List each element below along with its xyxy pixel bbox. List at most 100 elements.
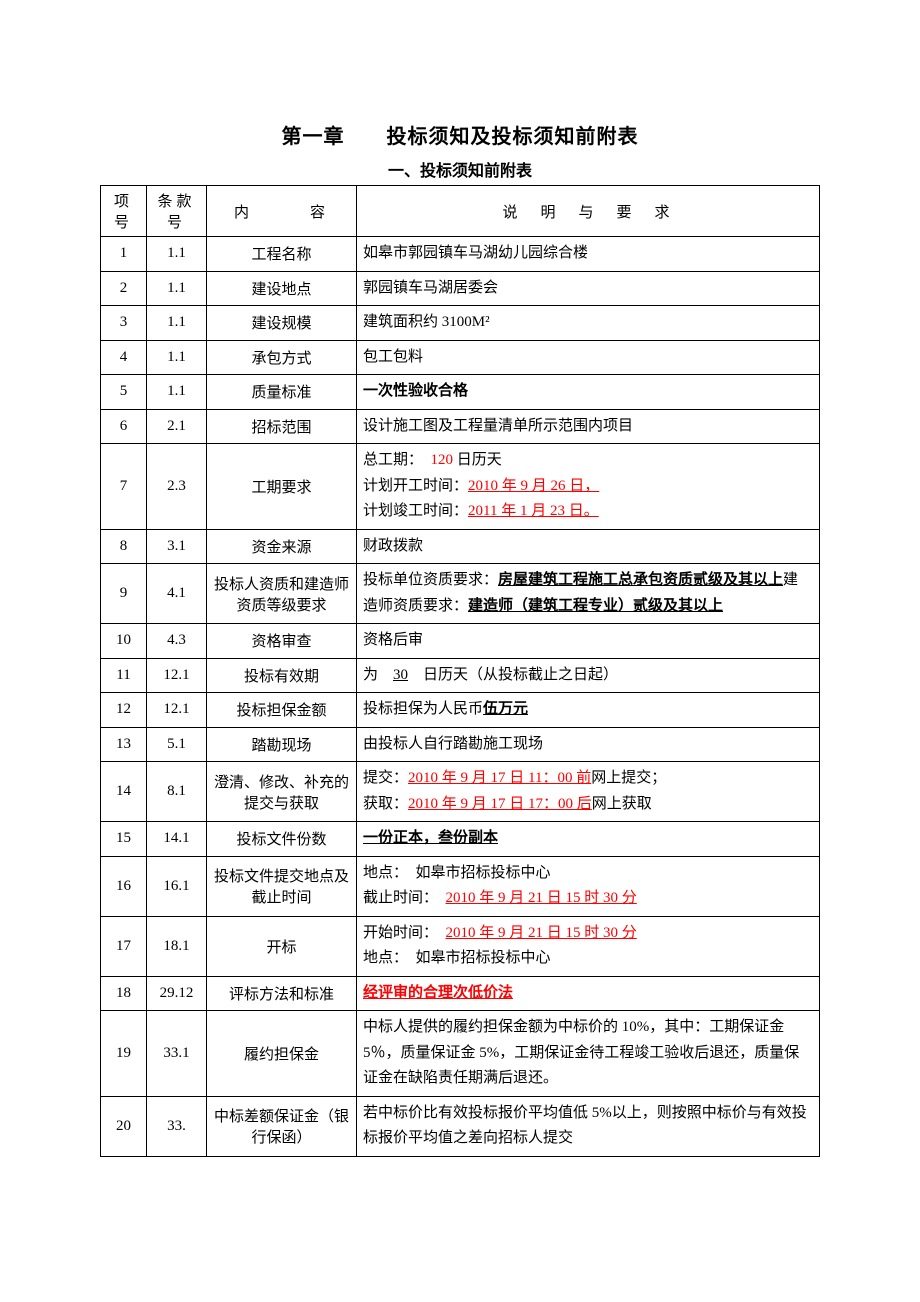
cell-description: 如皋市郭园镇车马湖幼儿园综合楼 (357, 237, 820, 272)
desc-line: 开始时间： 2010 年 9 月 21 日 15 时 30 分 (363, 921, 813, 947)
table-row: 2033.中标差额保证金（银行保函）若中标价比有效投标报价平均值低 5%以上，则… (101, 1096, 820, 1156)
cell-clause-no: 4.1 (147, 564, 207, 624)
section-subtitle: 一、投标须知前附表 (100, 157, 820, 181)
table-row: 104.3资格审查资格后审 (101, 624, 820, 659)
cell-clause-no: 12.1 (147, 693, 207, 728)
cell-content-label: 工期要求 (207, 444, 357, 530)
cell-clause-no: 8.1 (147, 762, 207, 822)
cell-item-no: 4 (101, 340, 147, 375)
table-row: 135.1踏勘现场由投标人自行踏勘施工现场 (101, 727, 820, 762)
cell-description: 总工期： 120 日历天计划开工时间：2010 年 9 月 26 日，计划竣工时… (357, 444, 820, 530)
cell-clause-no: 29.12 (147, 976, 207, 1011)
col-content: 内 容 (207, 186, 357, 237)
cell-item-no: 9 (101, 564, 147, 624)
text-segment: 日历天（从投标截止之日起） (408, 667, 618, 683)
cell-description: 郭园镇车马湖居委会 (357, 271, 820, 306)
cell-item-no: 16 (101, 856, 147, 916)
table-row: 1829.12评标方法和标准经评审的合理次低价法 (101, 976, 820, 1011)
cell-content-label: 承包方式 (207, 340, 357, 375)
chapter-label: 第一章 (282, 126, 345, 148)
text-segment: 地点： 如皋市招标投标中心 (363, 950, 551, 966)
table-row: 1514.1投标文件份数一份正本，叁份副本 (101, 822, 820, 857)
text-segment: 地点： 如皋市招标投标中心 (363, 865, 551, 881)
text-segment: 伍万元 (483, 701, 528, 717)
table-row: 51.1质量标准一次性验收合格 (101, 375, 820, 410)
cell-item-no: 7 (101, 444, 147, 530)
cell-item-no: 8 (101, 529, 147, 564)
text-segment: 2010 年 9 月 21 日 15 时 30 分 (446, 890, 637, 906)
table-row: 148.1澄清、修改、补充的提交与获取提交：2010 年 9 月 17 日 11… (101, 762, 820, 822)
text-segment: 提交： (363, 770, 408, 786)
col-clause-no: 条款号 (147, 186, 207, 237)
desc-line: 经评审的合理次低价法 (363, 981, 813, 1007)
cell-description: 开始时间： 2010 年 9 月 21 日 15 时 30 分地点： 如皋市招标… (357, 916, 820, 976)
col-item-no: 项号 (101, 186, 147, 237)
cell-clause-no: 5.1 (147, 727, 207, 762)
cell-clause-no: 12.1 (147, 658, 207, 693)
cell-content-label: 资金来源 (207, 529, 357, 564)
cell-clause-no: 33. (147, 1096, 207, 1156)
cell-description: 建筑面积约 3100M² (357, 306, 820, 341)
cell-item-no: 6 (101, 409, 147, 444)
desc-line: 投标单位资质要求：房屋建筑工程施工总承包资质贰级及其以上建造师资质要求：建造师（… (363, 568, 813, 619)
cell-content-label: 质量标准 (207, 375, 357, 410)
text-segment: 一次性验收合格 (363, 383, 468, 399)
cell-description: 设计施工图及工程量清单所示范围内项目 (357, 409, 820, 444)
desc-line: 投标担保为人民币伍万元 (363, 697, 813, 723)
text-segment: 日历天 (453, 452, 502, 468)
text-segment: 2010 年 9 月 17 日 17：00 后 (408, 796, 592, 812)
cell-item-no: 10 (101, 624, 147, 659)
text-segment: 获取： (363, 796, 408, 812)
text-segment: 2010 年 9 月 17 日 11：00 前 (408, 770, 591, 786)
cell-description: 资格后审 (357, 624, 820, 659)
cell-description: 提交：2010 年 9 月 17 日 11：00 前网上提交；获取：2010 年… (357, 762, 820, 822)
table-row: 72.3工期要求总工期： 120 日历天计划开工时间：2010 年 9 月 26… (101, 444, 820, 530)
chapter-title: 第一章 投标须知及投标须知前附表 (100, 120, 820, 149)
text-segment: 总工期： (363, 452, 431, 468)
table-row: 1616.1投标文件提交地点及截止时间地点： 如皋市招标投标中心截止时间： 20… (101, 856, 820, 916)
cell-clause-no: 16.1 (147, 856, 207, 916)
cell-item-no: 13 (101, 727, 147, 762)
cell-item-no: 18 (101, 976, 147, 1011)
cell-content-label: 建设地点 (207, 271, 357, 306)
cell-item-no: 2 (101, 271, 147, 306)
cell-content-label: 招标范围 (207, 409, 357, 444)
cell-clause-no: 1.1 (147, 271, 207, 306)
cell-description: 为 30 日历天（从投标截止之日起） (357, 658, 820, 693)
text-segment: 2010 年 9 月 26 日， (468, 478, 599, 494)
table-row: 62.1招标范围设计施工图及工程量清单所示范围内项目 (101, 409, 820, 444)
cell-description: 财政拨款 (357, 529, 820, 564)
desc-line: 提交：2010 年 9 月 17 日 11：00 前网上提交； (363, 766, 813, 792)
cell-description: 地点： 如皋市招标投标中心截止时间： 2010 年 9 月 21 日 15 时 … (357, 856, 820, 916)
desc-line: 截止时间： 2010 年 9 月 21 日 15 时 30 分 (363, 886, 813, 912)
cell-content-label: 开标 (207, 916, 357, 976)
text-segment: 投标单位资质要求： (363, 572, 498, 588)
table-row: 31.1建设规模建筑面积约 3100M² (101, 306, 820, 341)
cell-description: 投标单位资质要求：房屋建筑工程施工总承包资质贰级及其以上建造师资质要求：建造师（… (357, 564, 820, 624)
table-row: 41.1承包方式包工包料 (101, 340, 820, 375)
text-segment: 房屋建筑工程施工总承包资质贰级及其以上 (498, 572, 783, 588)
cell-content-label: 澄清、修改、补充的提交与获取 (207, 762, 357, 822)
desc-line: 为 30 日历天（从投标截止之日起） (363, 663, 813, 689)
desc-line: 获取：2010 年 9 月 17 日 17：00 后网上获取 (363, 792, 813, 818)
cell-clause-no: 14.1 (147, 822, 207, 857)
desc-line: 一份正本，叁份副本 (363, 826, 813, 852)
cell-description: 包工包料 (357, 340, 820, 375)
text-segment: 30 (393, 667, 408, 683)
text-segment: 计划开工时间： (363, 478, 468, 494)
table-row: 1112.1投标有效期为 30 日历天（从投标截止之日起） (101, 658, 820, 693)
text-segment: 一份正本，叁份副本 (363, 830, 498, 846)
text-segment: 计划竣工时间： (363, 503, 468, 519)
text-segment: 网上获取 (592, 796, 652, 812)
cell-description: 由投标人自行踏勘施工现场 (357, 727, 820, 762)
cell-clause-no: 2.1 (147, 409, 207, 444)
text-segment: 截止时间： (363, 890, 446, 906)
table-row: 1212.1投标担保金额投标担保为人民币伍万元 (101, 693, 820, 728)
table-row: 83.1资金来源财政拨款 (101, 529, 820, 564)
cell-item-no: 15 (101, 822, 147, 857)
cell-content-label: 投标担保金额 (207, 693, 357, 728)
text-segment: 经评审的合理次低价法 (363, 985, 513, 1001)
cell-content-label: 评标方法和标准 (207, 976, 357, 1011)
table-row: 1933.1履约担保金中标人提供的履约担保金额为中标价的 10%，其中：工期保证… (101, 1011, 820, 1097)
desc-line: 计划开工时间：2010 年 9 月 26 日， (363, 474, 813, 500)
